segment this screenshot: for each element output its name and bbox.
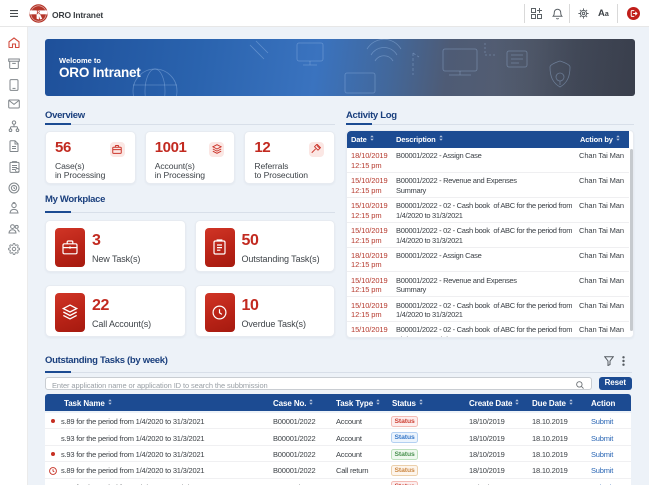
svg-text:R: R [36, 10, 40, 16]
